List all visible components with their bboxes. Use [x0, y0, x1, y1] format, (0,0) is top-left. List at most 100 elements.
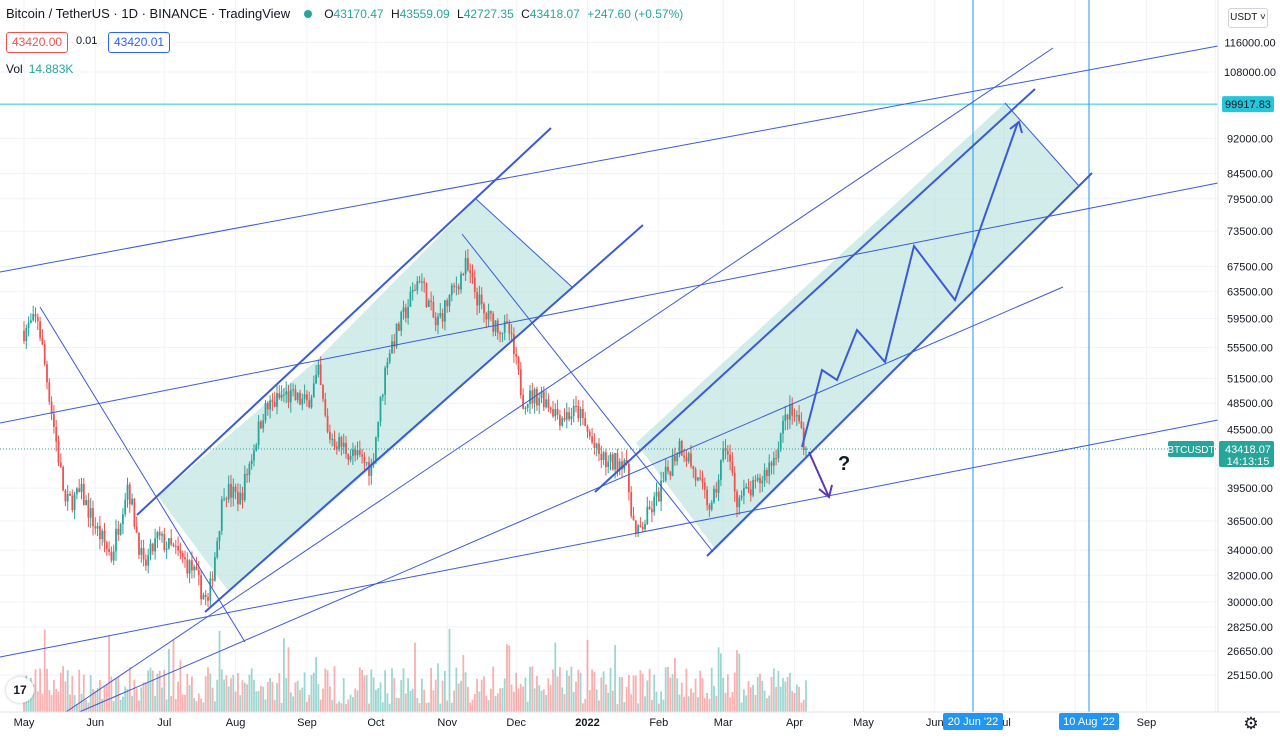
volume-bar: [674, 657, 676, 712]
candle-body: [480, 294, 483, 304]
volume-bar: [85, 699, 87, 712]
volume-bar: [315, 657, 317, 712]
candle-body: [112, 551, 115, 561]
candle-body: [444, 300, 446, 322]
candle-body: [595, 443, 598, 448]
candle-body: [549, 407, 552, 410]
chart-grid: [0, 0, 1218, 712]
candle-body: [103, 530, 106, 543]
candle-body: [754, 480, 757, 482]
volume-bar: [384, 670, 386, 712]
volume-bar: [241, 680, 244, 712]
candle-body: [273, 401, 276, 407]
gear-icon[interactable]: ⚙: [1243, 714, 1259, 733]
candle-body: [499, 333, 501, 335]
candle-body: [471, 273, 474, 278]
volume-bar: [775, 687, 777, 712]
volume-bar: [278, 673, 281, 712]
volume-bar: [280, 702, 283, 712]
volume-bar: [772, 668, 775, 712]
candle-body: [214, 557, 216, 581]
candle-body: [257, 421, 260, 446]
candle-body: [749, 489, 752, 496]
candle-body: [430, 300, 432, 302]
symbol-title[interactable]: Bitcoin / TetherUS · 1D · BINANCE · Trad…: [6, 6, 291, 21]
price-tick-label: 108000.00: [1224, 67, 1276, 79]
candle-body: [324, 399, 327, 416]
time-tick-label: Mar: [714, 717, 733, 729]
candle-body: [568, 412, 570, 420]
candle-body: [23, 330, 25, 342]
volume-bar: [492, 666, 495, 712]
volume-bar: [69, 694, 71, 712]
candle-body: [78, 488, 81, 493]
volume-bar: [556, 676, 559, 712]
candle-body: [165, 548, 168, 550]
volume-bar: [687, 696, 690, 712]
volume-bar: [524, 677, 527, 712]
volume-bar: [425, 702, 428, 712]
candle-body: [671, 455, 674, 476]
trend-line-top: [0, 45, 1219, 273]
buy-price-button[interactable]: 43420.01: [108, 32, 171, 53]
price-tick-label: 73500.00: [1227, 226, 1273, 238]
candle-body: [588, 431, 591, 437]
volume-bar: [547, 678, 550, 712]
candle-body: [202, 594, 205, 600]
volume-bar: [669, 677, 672, 712]
volume-bar: [795, 684, 798, 712]
candle-body: [437, 316, 439, 326]
volume-bar: [262, 686, 265, 712]
candle-body: [285, 391, 288, 395]
volume-bar: [503, 678, 506, 712]
tradingview-logo-icon[interactable]: 17: [6, 677, 34, 703]
volume-bar: [80, 693, 83, 712]
volume-bar: [402, 668, 405, 712]
volume-bar: [204, 676, 207, 712]
volume-bar: [154, 696, 156, 712]
candle-body: [409, 291, 412, 307]
candle-body: [50, 401, 53, 414]
volume-bar: [365, 675, 368, 712]
downtrend-line-2022: [461, 233, 714, 553]
candle-body: [329, 431, 331, 440]
volume-bar: [131, 696, 133, 712]
price-tick-label: 63500.00: [1227, 287, 1273, 299]
candle-body: [515, 354, 518, 357]
currency-select[interactable]: USDT ˅: [1228, 8, 1268, 28]
volume-bar: [303, 672, 306, 712]
candle-body: [761, 480, 764, 484]
volume-bar: [174, 699, 177, 712]
price-tick-label: 67500.00: [1227, 261, 1273, 273]
candle-body: [685, 457, 688, 462]
candle-body: [591, 436, 593, 443]
channel-cap-2021: [475, 198, 573, 288]
candle-body: [545, 399, 547, 408]
volume-bar: [798, 686, 800, 712]
candle-body: [611, 454, 614, 470]
candle-body: [411, 289, 414, 292]
candle-body: [432, 301, 435, 318]
volume-bar: [657, 703, 660, 712]
candle-body: [89, 508, 92, 518]
candle-body: [186, 559, 189, 574]
candle-body: [55, 426, 58, 442]
candle-body: [582, 408, 584, 419]
volume-bar: [616, 703, 619, 712]
sell-price-button[interactable]: 43420.00: [6, 32, 69, 53]
volume-bar: [225, 675, 228, 712]
candle-body: [158, 532, 161, 536]
candle-body: [230, 483, 232, 498]
price-tick-label: 28250.00: [1227, 622, 1273, 634]
candle-body: [517, 356, 520, 370]
candle-body: [59, 462, 62, 467]
candle-body: [80, 483, 83, 493]
volume-bar: [110, 676, 113, 712]
candle-body: [752, 480, 754, 496]
volume-bar: [207, 667, 209, 712]
volume-bar: [605, 684, 607, 712]
volume-bar: [623, 702, 626, 712]
candle-body: [271, 400, 274, 402]
candle-body: [736, 491, 738, 508]
